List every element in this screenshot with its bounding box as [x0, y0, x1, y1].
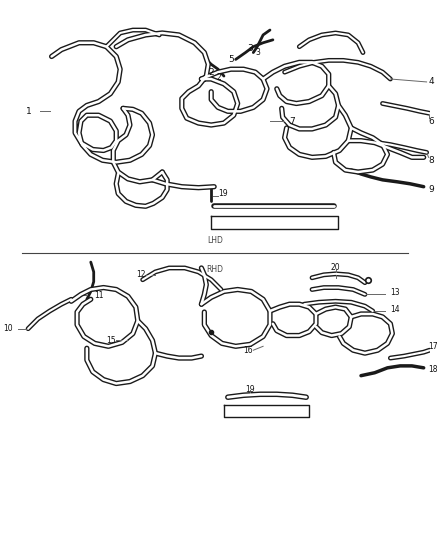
Text: LHD: LHD [207, 237, 223, 246]
Text: 10: 10 [3, 324, 12, 333]
Text: 12: 12 [136, 270, 145, 279]
Text: 4: 4 [428, 77, 434, 86]
Text: 11: 11 [94, 291, 103, 300]
Text: 9: 9 [428, 185, 434, 194]
Text: 8: 8 [428, 156, 434, 165]
Text: 1: 1 [26, 107, 32, 116]
Text: 15: 15 [106, 336, 116, 345]
Text: 19: 19 [218, 189, 228, 198]
Text: 16: 16 [244, 346, 253, 355]
Text: 6: 6 [428, 117, 434, 126]
Text: 19: 19 [246, 385, 255, 394]
Text: 20: 20 [331, 263, 340, 272]
Text: 18: 18 [428, 365, 438, 374]
Text: 2: 2 [216, 72, 221, 82]
Text: 3: 3 [255, 48, 260, 57]
Text: 17: 17 [428, 342, 438, 351]
Text: 13: 13 [390, 288, 400, 297]
Text: 2: 2 [208, 68, 214, 77]
Text: 14: 14 [390, 304, 400, 313]
Text: 3: 3 [247, 44, 253, 53]
Text: RHD: RHD [207, 265, 224, 274]
Text: 7: 7 [290, 117, 295, 126]
Text: 5: 5 [228, 55, 234, 64]
